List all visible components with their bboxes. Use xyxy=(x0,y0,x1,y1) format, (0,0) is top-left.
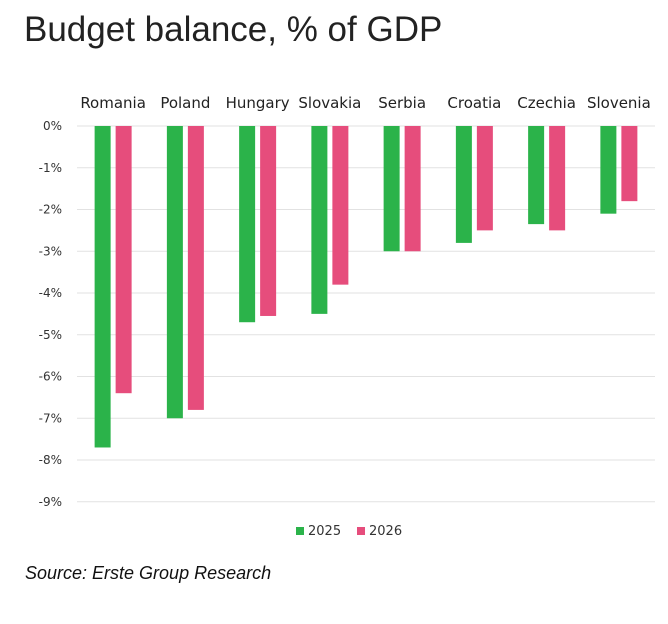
chart-title: Budget balance, % of GDP xyxy=(24,10,443,49)
legend-label-2025: 2025 xyxy=(308,524,341,539)
y-tick-label: -3% xyxy=(39,244,62,258)
legend-label-2026: 2026 xyxy=(369,524,402,539)
legend-swatch-2026 xyxy=(357,527,365,535)
category-label: Romania xyxy=(80,94,146,112)
bar-2025 xyxy=(239,126,256,323)
y-tick-label: 0% xyxy=(43,119,62,133)
legend: 2025 2026 xyxy=(296,524,402,539)
bar-2026 xyxy=(187,126,204,410)
category-label: Slovakia xyxy=(298,94,361,112)
source-note: Source: Erste Group Research xyxy=(25,563,272,583)
bar-chart: 0% -1% -2% -3% -4% -5% -6% -7% -8% -9% Romania Pol… xyxy=(39,94,655,539)
y-tick-label: -7% xyxy=(39,411,62,425)
bar-2025 xyxy=(455,126,472,243)
y-tick-label: -8% xyxy=(39,453,62,467)
y-tick-label: -9% xyxy=(39,495,62,509)
bar-2025 xyxy=(528,126,545,225)
bar-2025 xyxy=(94,126,111,448)
bar-2026 xyxy=(621,126,638,202)
bar-2026 xyxy=(260,126,277,316)
category-label: Serbia xyxy=(378,94,426,112)
y-tick-label: -5% xyxy=(39,328,62,342)
bar-2026 xyxy=(476,126,493,231)
category-labels: Romania Poland Hungary Slovakia Serbia Croati… xyxy=(80,94,650,112)
category-label: Poland xyxy=(160,94,210,112)
y-tick-label: -2% xyxy=(39,203,62,217)
bar-2025 xyxy=(166,126,183,419)
y-axis-ticks: 0% -1% -2% -3% -4% -5% -6% -7% -8% -9% xyxy=(39,119,62,509)
bar-2025 xyxy=(311,126,328,314)
category-label: Hungary xyxy=(226,94,290,112)
category-label: Slovenia xyxy=(587,94,651,112)
category-label: Croatia xyxy=(447,94,501,112)
legend-swatch-2025 xyxy=(296,527,304,535)
bar-2026 xyxy=(549,126,566,231)
bar-2026 xyxy=(332,126,349,285)
y-tick-label: -1% xyxy=(39,161,62,175)
bar-2026 xyxy=(115,126,132,394)
y-tick-label: -4% xyxy=(39,286,62,300)
bar-2025 xyxy=(600,126,617,214)
bar-2025 xyxy=(383,126,400,252)
bar-2026 xyxy=(404,126,421,252)
y-tick-label: -6% xyxy=(39,370,62,384)
category-label: Czechia xyxy=(517,94,576,112)
gridlines xyxy=(77,125,655,503)
bars xyxy=(94,126,638,448)
